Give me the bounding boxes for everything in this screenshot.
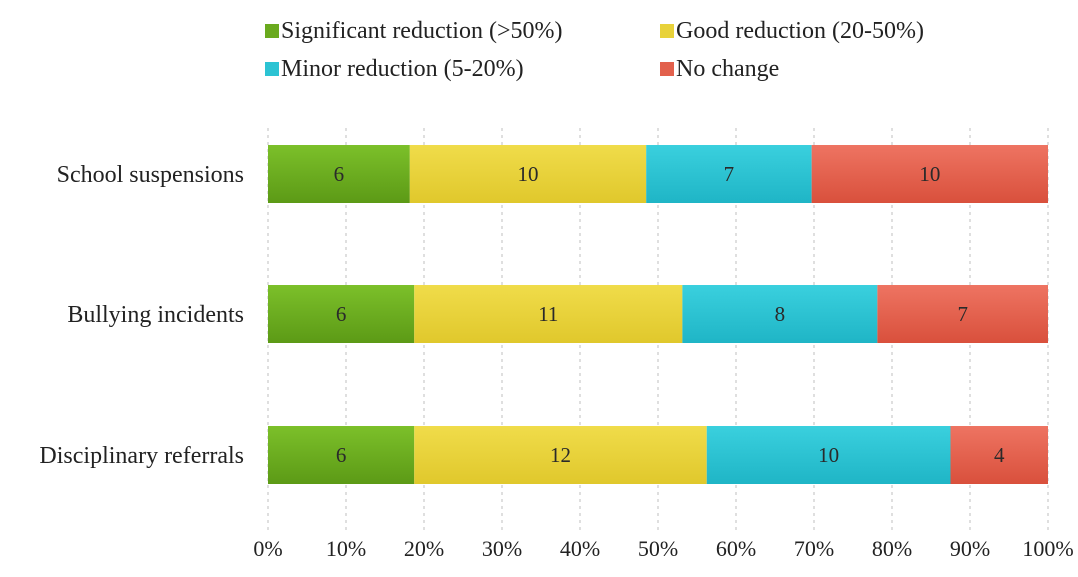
legend-swatch-minor-reduction-5-20 [265,62,279,76]
data-label: 10 [919,162,940,186]
bar-segment-bullying-incidents-significant-reduction-50 [268,285,415,343]
bar-segment-disciplinary-referrals-significant-reduction-50 [268,426,415,484]
data-label: 6 [334,162,345,186]
x-tick-label: 60% [716,536,756,561]
x-tick-label: 100% [1022,536,1073,561]
bar-segment-disciplinary-referrals-good-reduction-20-50 [414,426,707,484]
data-label: 7 [724,162,735,186]
legend-swatch-significant-reduction-50 [265,24,279,38]
data-label: 8 [775,302,786,326]
data-label: 7 [957,302,968,326]
bar-segment-disciplinary-referrals-minor-reduction-5-20 [706,426,951,484]
data-label: 10 [818,443,839,467]
bar-segment-bullying-incidents-good-reduction-20-50 [414,285,683,343]
data-label: 12 [550,443,571,467]
data-label: 6 [336,302,347,326]
category-label-school-suspensions: School suspensions [57,162,244,188]
bar-segment-school-suspensions-no-change [811,145,1048,203]
bar-segment-school-suspensions-minor-reduction-5-20 [646,145,812,203]
value-axis: 0% 10% 20% 30% 40% 50% 60% 70% 80% 90% 100% [253,536,1073,561]
bar-segment-school-suspensions-good-reduction-20-50 [409,145,647,203]
x-tick-label: 10% [326,536,366,561]
x-tick-label: 30% [482,536,522,561]
legend-label-good-reduction-20-50: Good reduction (20-50%) [676,18,924,44]
x-tick-label: 90% [950,536,990,561]
bar-segment-school-suspensions-significant-reduction-50 [268,145,410,203]
data-label: 11 [538,302,558,326]
category-label-bullying-incidents: Bullying incidents [67,302,244,328]
x-tick-label: 50% [638,536,678,561]
bar-segment-bullying-incidents-no-change [877,285,1048,343]
data-label: 6 [336,443,347,467]
x-tick-label: 80% [872,536,912,561]
bars: 6 10 7 10 6 11 8 7 6 12 10 4 [268,145,1048,484]
legend-swatch-no-change [660,62,674,76]
x-tick-label: 0% [253,536,282,561]
data-label: 4 [994,443,1005,467]
legend-label-significant-reduction-50: Significant reduction (>50%) [281,18,562,44]
bar-segment-disciplinary-referrals-no-change [950,426,1048,484]
bar-segment-bullying-incidents-minor-reduction-5-20 [682,285,878,343]
category-axis: School suspensions Bullying incidents Disc… [39,162,244,469]
legend-label-no-change: No change [676,56,779,82]
legend-label-minor-reduction-5-20: Minor reduction (5-20%) [281,56,524,82]
legend-swatch-good-reduction-20-50 [660,24,674,38]
legend: Significant reduction (>50%) Good reducti… [265,18,924,82]
x-tick-label: 70% [794,536,834,561]
data-label: 10 [518,162,539,186]
x-tick-label: 40% [560,536,600,561]
category-label-disciplinary-referrals: Disciplinary referrals [39,443,244,469]
x-tick-label: 20% [404,536,444,561]
